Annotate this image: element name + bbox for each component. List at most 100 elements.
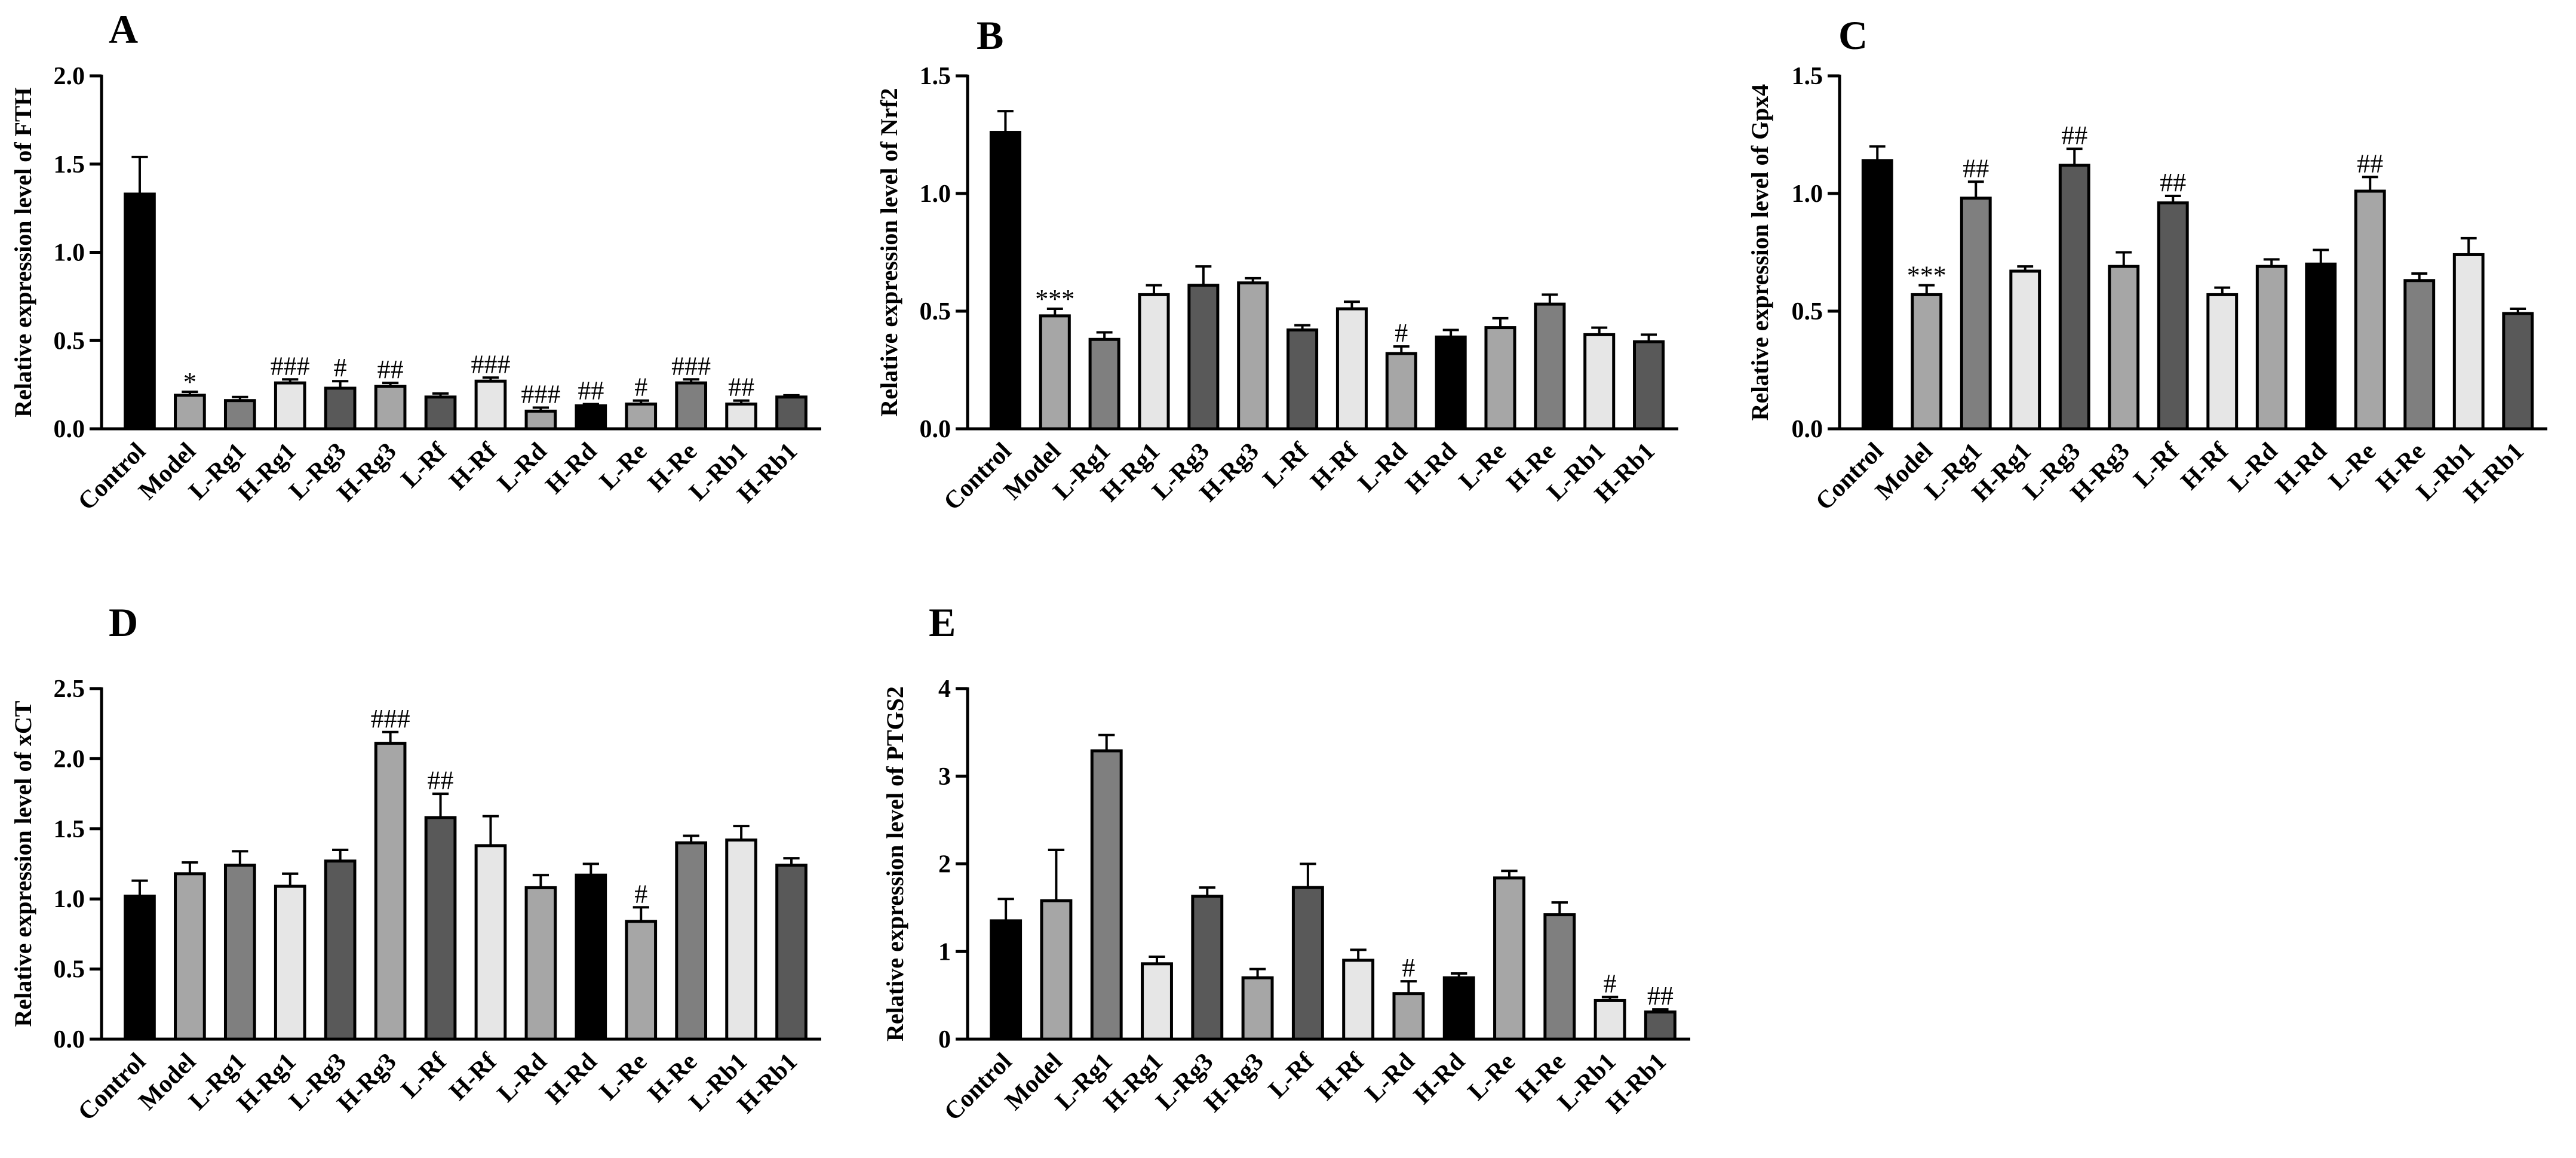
panel-letter: A xyxy=(109,7,138,52)
bar-h-rf xyxy=(2206,293,2239,431)
y-tick-label: 1.0 xyxy=(1792,180,1823,208)
y-axis-label: Relative expression level of PTGS2 xyxy=(882,686,908,1042)
bar-control xyxy=(1861,159,1893,431)
bar-l-rg3 xyxy=(324,386,357,431)
x-tick-label: L-Re xyxy=(2323,438,2381,496)
bar-h-rd xyxy=(1442,976,1475,1041)
y-tick-label: 0.5 xyxy=(1792,298,1823,325)
y-tick-label: 0 xyxy=(938,1026,951,1053)
bar-h-re xyxy=(1534,302,1566,431)
x-tick-label: H-Rf xyxy=(444,1048,503,1106)
x-tick-label: Model xyxy=(134,1048,201,1116)
bar-l-rd xyxy=(1385,352,1417,431)
bar-control xyxy=(989,131,1021,431)
bar-h-rg3 xyxy=(1241,976,1274,1041)
bar-h-re xyxy=(675,381,708,431)
bar-l-rd xyxy=(524,886,557,1041)
x-tick-label: L-Rd xyxy=(2223,438,2283,497)
bar-h-rd xyxy=(575,404,607,431)
y-axis-label: Relative expression level of FTH xyxy=(10,87,36,417)
bar-l-rg3 xyxy=(2058,164,2090,431)
panel-letter: E xyxy=(929,600,956,645)
significance-label: ## xyxy=(377,355,404,384)
bar-h-rg3 xyxy=(374,742,407,1041)
bar-model xyxy=(1911,293,1943,431)
bar-l-re xyxy=(1484,326,1516,431)
significance-label: # xyxy=(1395,318,1408,348)
y-tick-label: 0.0 xyxy=(1792,416,1823,443)
x-tick-label: H-Rg3 xyxy=(1199,1048,1269,1118)
bar-l-rd xyxy=(1392,992,1425,1041)
significance-label: * xyxy=(183,367,196,397)
bar-h-rb1 xyxy=(775,864,808,1041)
y-tick-label: 1 xyxy=(938,938,951,966)
y-tick-label: 1.0 xyxy=(54,239,85,267)
bar-h-re xyxy=(2403,279,2436,431)
x-tick-label: Model xyxy=(134,438,201,505)
bar-h-rg1 xyxy=(2009,269,2041,431)
bar-l-re xyxy=(625,920,658,1041)
panel-B: B Relative expression level of Nrf2 0.0 0.5… xyxy=(876,13,1678,516)
x-tick-label: Model xyxy=(999,438,1066,505)
y-tick-label: 1.5 xyxy=(54,816,85,843)
bar-l-rg3 xyxy=(1187,284,1220,431)
x-tick-label: L-Rf xyxy=(396,437,452,493)
y-tick-label: 1.5 xyxy=(54,151,85,179)
significance-label: ## xyxy=(428,766,454,795)
significance-label: *** xyxy=(1907,261,1946,290)
bar-l-rf xyxy=(424,395,457,431)
significance-label: ## xyxy=(2160,168,2186,197)
significance-label: ## xyxy=(2061,121,2087,150)
bar-h-re xyxy=(1543,913,1576,1041)
significance-label: # xyxy=(634,373,647,402)
y-tick-label: 2.0 xyxy=(54,745,85,773)
y-tick-label: 0.0 xyxy=(54,416,85,443)
x-tick-label: H-Rf xyxy=(444,437,503,496)
bar-h-rf xyxy=(474,379,507,431)
x-tick-label: L-Rd xyxy=(492,438,552,497)
bar-h-rd xyxy=(575,873,607,1041)
x-tick-label: L-Rf xyxy=(1263,1048,1319,1104)
x-tick-label: H-Rd xyxy=(1408,1048,1470,1110)
x-tick-label: H-Rd xyxy=(1401,438,1462,499)
significance-label: # xyxy=(334,353,347,382)
x-tick-label: H-Rf xyxy=(2176,437,2234,496)
bar-l-rg3 xyxy=(324,859,357,1041)
bar-h-rb1 xyxy=(1644,1010,1677,1041)
x-tick-label: L-Re xyxy=(594,1048,652,1106)
significance-label: ### xyxy=(521,380,560,409)
y-tick-label: 2.0 xyxy=(54,63,85,90)
x-tick-label: H-Rg1 xyxy=(1098,1048,1168,1118)
x-tick-label: L-Rd xyxy=(1353,438,1413,497)
bar-l-rf xyxy=(2157,201,2189,431)
x-tick-label: Control xyxy=(939,438,1017,516)
x-tick-label: L-Re xyxy=(1454,438,1512,496)
bar-l-rd xyxy=(2255,265,2288,431)
x-tick-label: H-Rf xyxy=(1312,1048,1370,1106)
bar-h-rf xyxy=(1335,307,1368,431)
bar-l-rg1 xyxy=(1088,337,1120,431)
bar-h-rb1 xyxy=(1633,340,1665,431)
bar-l-rf xyxy=(1287,328,1319,431)
bar-h-rf xyxy=(1342,959,1375,1041)
bar-h-rb1 xyxy=(775,395,808,431)
bar-l-rb1 xyxy=(725,838,757,1041)
x-tick-label: L-Rf xyxy=(1258,437,1314,493)
significance-label: ## xyxy=(1963,153,1989,183)
panel-A: A Relative expression level of FTH 0.0 0.5 1… xyxy=(10,7,821,516)
bar-l-rd xyxy=(524,409,557,431)
bar-l-rf xyxy=(1291,886,1324,1041)
x-tick-label: H-Rd xyxy=(541,1048,602,1110)
y-tick-label: 0.0 xyxy=(920,416,951,443)
significance-label: ### xyxy=(271,351,310,380)
x-tick-label: L-Rf xyxy=(2129,437,2185,493)
bar-l-rg3 xyxy=(1191,895,1224,1041)
y-tick-label: 4 xyxy=(938,675,951,703)
bar-h-rd xyxy=(2305,262,2337,431)
y-tick-label: 2.5 xyxy=(54,675,85,703)
bar-model xyxy=(174,394,206,431)
x-tick-label: H-Rd xyxy=(541,438,602,499)
x-tick-label: L-Rf xyxy=(396,1048,452,1104)
